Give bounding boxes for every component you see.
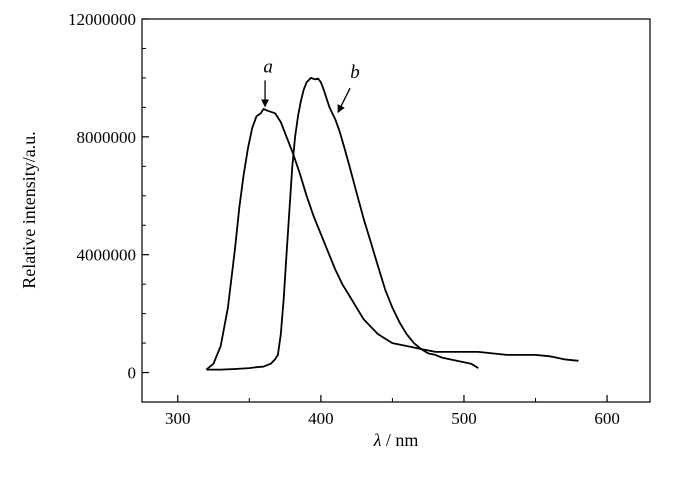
annotation-b-label: b <box>350 62 360 83</box>
x-axis-label-symbol: λ <box>373 430 382 450</box>
y-tick-label: 0 <box>128 364 137 383</box>
x-axis-label: λ / nm <box>373 430 419 450</box>
x-axis-ticks: 300 400 500 600 <box>165 395 620 428</box>
y-tick-label: 4000000 <box>77 246 137 265</box>
y-tick-label: 12000000 <box>68 10 136 29</box>
x-axis-label-unit: / nm <box>386 430 419 450</box>
x-tick-label: 400 <box>308 409 334 428</box>
y-axis-label: Relative intensity/a.u. <box>19 131 39 288</box>
y-tick-label: 8000000 <box>77 128 137 147</box>
plot-frame <box>141 18 651 403</box>
y-axis-ticks: 0 4000000 8000000 12000000 <box>68 10 149 383</box>
annotation-a-label: a <box>263 56 273 77</box>
x-tick-label: 600 <box>594 409 620 428</box>
annotation-b-arrow <box>337 87 351 114</box>
x-tick-label: 500 <box>451 409 477 428</box>
series-layer <box>205 77 579 371</box>
series-b-line <box>206 77 479 371</box>
series-a-line <box>205 108 579 371</box>
x-tick-label: 300 <box>165 409 191 428</box>
